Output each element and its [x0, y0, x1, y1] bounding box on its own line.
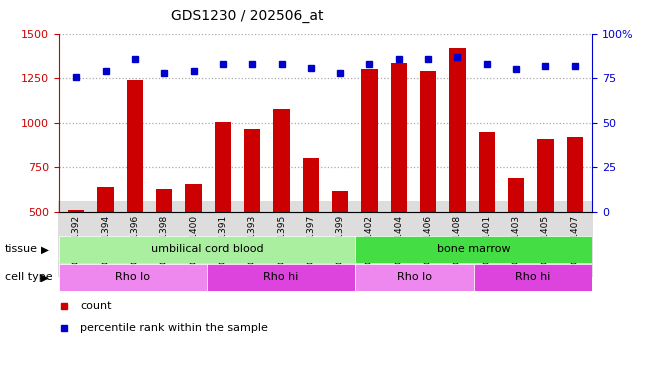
- Bar: [391, 63, 407, 212]
- Bar: [273, 109, 290, 212]
- Text: Rho hi: Rho hi: [263, 273, 299, 282]
- Text: ▶: ▶: [41, 244, 49, 254]
- Text: GDS1230 / 202506_at: GDS1230 / 202506_at: [171, 9, 324, 23]
- Bar: [303, 158, 319, 212]
- Bar: [567, 137, 583, 212]
- Bar: [355, 236, 592, 262]
- Text: Rho lo: Rho lo: [397, 273, 432, 282]
- Bar: [59, 236, 355, 262]
- Text: Rho hi: Rho hi: [516, 273, 551, 282]
- Bar: [478, 132, 495, 212]
- Bar: [186, 184, 202, 212]
- Bar: [215, 122, 231, 212]
- Bar: [538, 139, 553, 212]
- Text: bone marrow: bone marrow: [437, 244, 510, 254]
- Bar: [98, 187, 113, 212]
- Bar: [207, 264, 355, 291]
- Bar: [68, 210, 84, 212]
- Bar: [156, 189, 173, 212]
- Bar: [420, 71, 436, 212]
- Bar: [449, 48, 465, 212]
- Text: umbilical cord blood: umbilical cord blood: [150, 244, 263, 254]
- Text: cell type: cell type: [5, 273, 53, 282]
- Bar: [59, 264, 207, 291]
- Text: Rho lo: Rho lo: [115, 273, 150, 282]
- Text: tissue: tissue: [5, 244, 38, 254]
- Bar: [474, 264, 592, 291]
- Bar: [508, 178, 524, 212]
- Bar: [244, 129, 260, 212]
- Bar: [127, 80, 143, 212]
- Text: percentile rank within the sample: percentile rank within the sample: [80, 323, 268, 333]
- Bar: [361, 69, 378, 212]
- Text: count: count: [80, 301, 111, 310]
- Bar: [355, 264, 474, 291]
- Text: ▶: ▶: [41, 273, 49, 282]
- Bar: [332, 190, 348, 212]
